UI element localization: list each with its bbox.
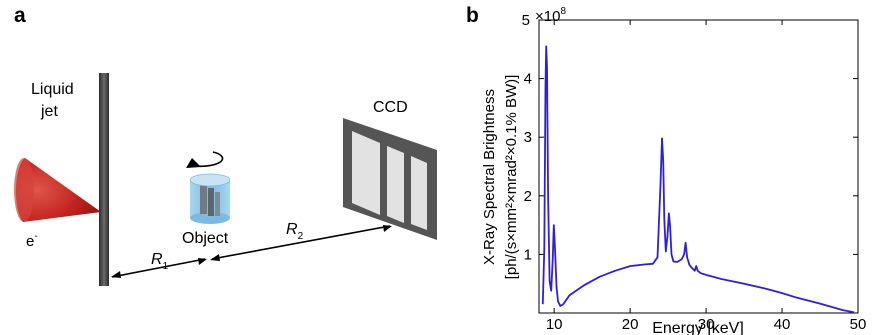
r2-arrowhead-right-icon xyxy=(383,225,392,232)
x-tick-label: 10 xyxy=(546,316,563,333)
liquid-jet-rod xyxy=(99,73,109,286)
ccd-label: CCD xyxy=(373,99,408,116)
r2-distance-line xyxy=(211,225,391,260)
electron-beam-cone-face xyxy=(14,158,34,222)
panel-a-label: a xyxy=(14,4,26,27)
series-line-0 xyxy=(541,45,855,314)
x-tick-label: 40 xyxy=(774,316,791,333)
plot-frame xyxy=(538,19,859,314)
x-axis-label: Energy [keV] xyxy=(652,320,744,335)
series-layer xyxy=(541,45,855,314)
y-axis-top-tick-label: 5 xyxy=(522,12,530,29)
x-tick-label: 30 xyxy=(698,316,715,333)
y-tick-label: 3 xyxy=(524,129,532,146)
y-tick-label: 4 xyxy=(524,71,532,88)
electron-beam-cone xyxy=(15,158,101,222)
y-axis-label-line1: X-Ray Spectral Brightness xyxy=(481,89,498,265)
r1-arrowhead-right-icon xyxy=(198,258,207,265)
panel-b: b X-Ray Spectral Brightness [ph/(s×mm²×m… xyxy=(466,4,866,335)
object-sample-icon xyxy=(189,173,231,224)
object-label: Object xyxy=(182,230,229,247)
y-tick-label: 2 xyxy=(524,188,532,205)
r2-label: R2 xyxy=(286,221,304,242)
panel-b-label: b xyxy=(466,4,479,27)
liquid-jet-label-line2: jet xyxy=(40,103,58,120)
ccd-detector-icon xyxy=(343,118,437,240)
electron-label: e- xyxy=(26,231,38,250)
r1-arrowhead-left-icon xyxy=(111,271,121,278)
r1-distance-line xyxy=(111,258,206,278)
r2-arrowhead-left-icon xyxy=(210,254,220,261)
y-axis-label-line2: [ph/(s×mm²×mrad²×0.1% BW)] xyxy=(503,75,520,280)
rotation-arrowhead-icon xyxy=(186,158,201,168)
y-axis-exponent: ×108 xyxy=(535,6,566,25)
liquid-jet-label-line1: Liquid xyxy=(31,81,74,98)
x-tick-label: 20 xyxy=(622,316,639,333)
r1-label: R1 xyxy=(151,251,169,272)
x-axis-ticks: 10 20 30 40 50 xyxy=(546,20,866,333)
panel-a: a Liquid jet e- xyxy=(14,4,437,286)
x-tick-label: 50 xyxy=(850,316,867,333)
y-tick-label: 1 xyxy=(524,246,532,263)
y-axis-ticks: 1 2 3 4 xyxy=(524,71,858,263)
